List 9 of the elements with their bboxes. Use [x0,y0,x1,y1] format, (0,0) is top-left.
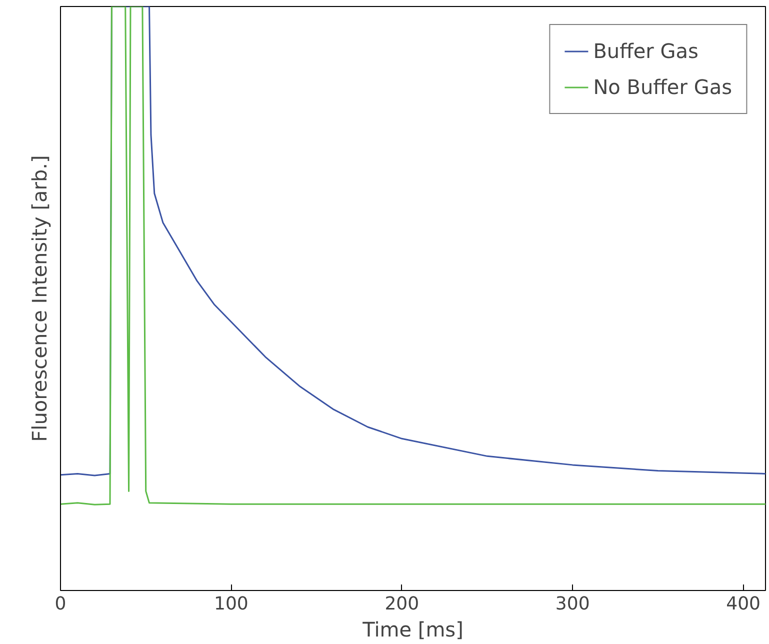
x-tick-label: 100 [214,594,248,614]
x-tick-label: 400 [726,594,760,614]
x-tick-label: 200 [384,594,420,614]
legend-label: Buffer Gas [593,39,698,63]
y-axis-title: Fluorescence Intensity [arb.] [28,155,52,442]
x-tick-label: 300 [555,594,590,614]
legend-label: No Buffer Gas [593,75,732,99]
x-axis-title: Time [ms] [362,618,464,642]
x-tick-label: 0 [54,594,66,614]
